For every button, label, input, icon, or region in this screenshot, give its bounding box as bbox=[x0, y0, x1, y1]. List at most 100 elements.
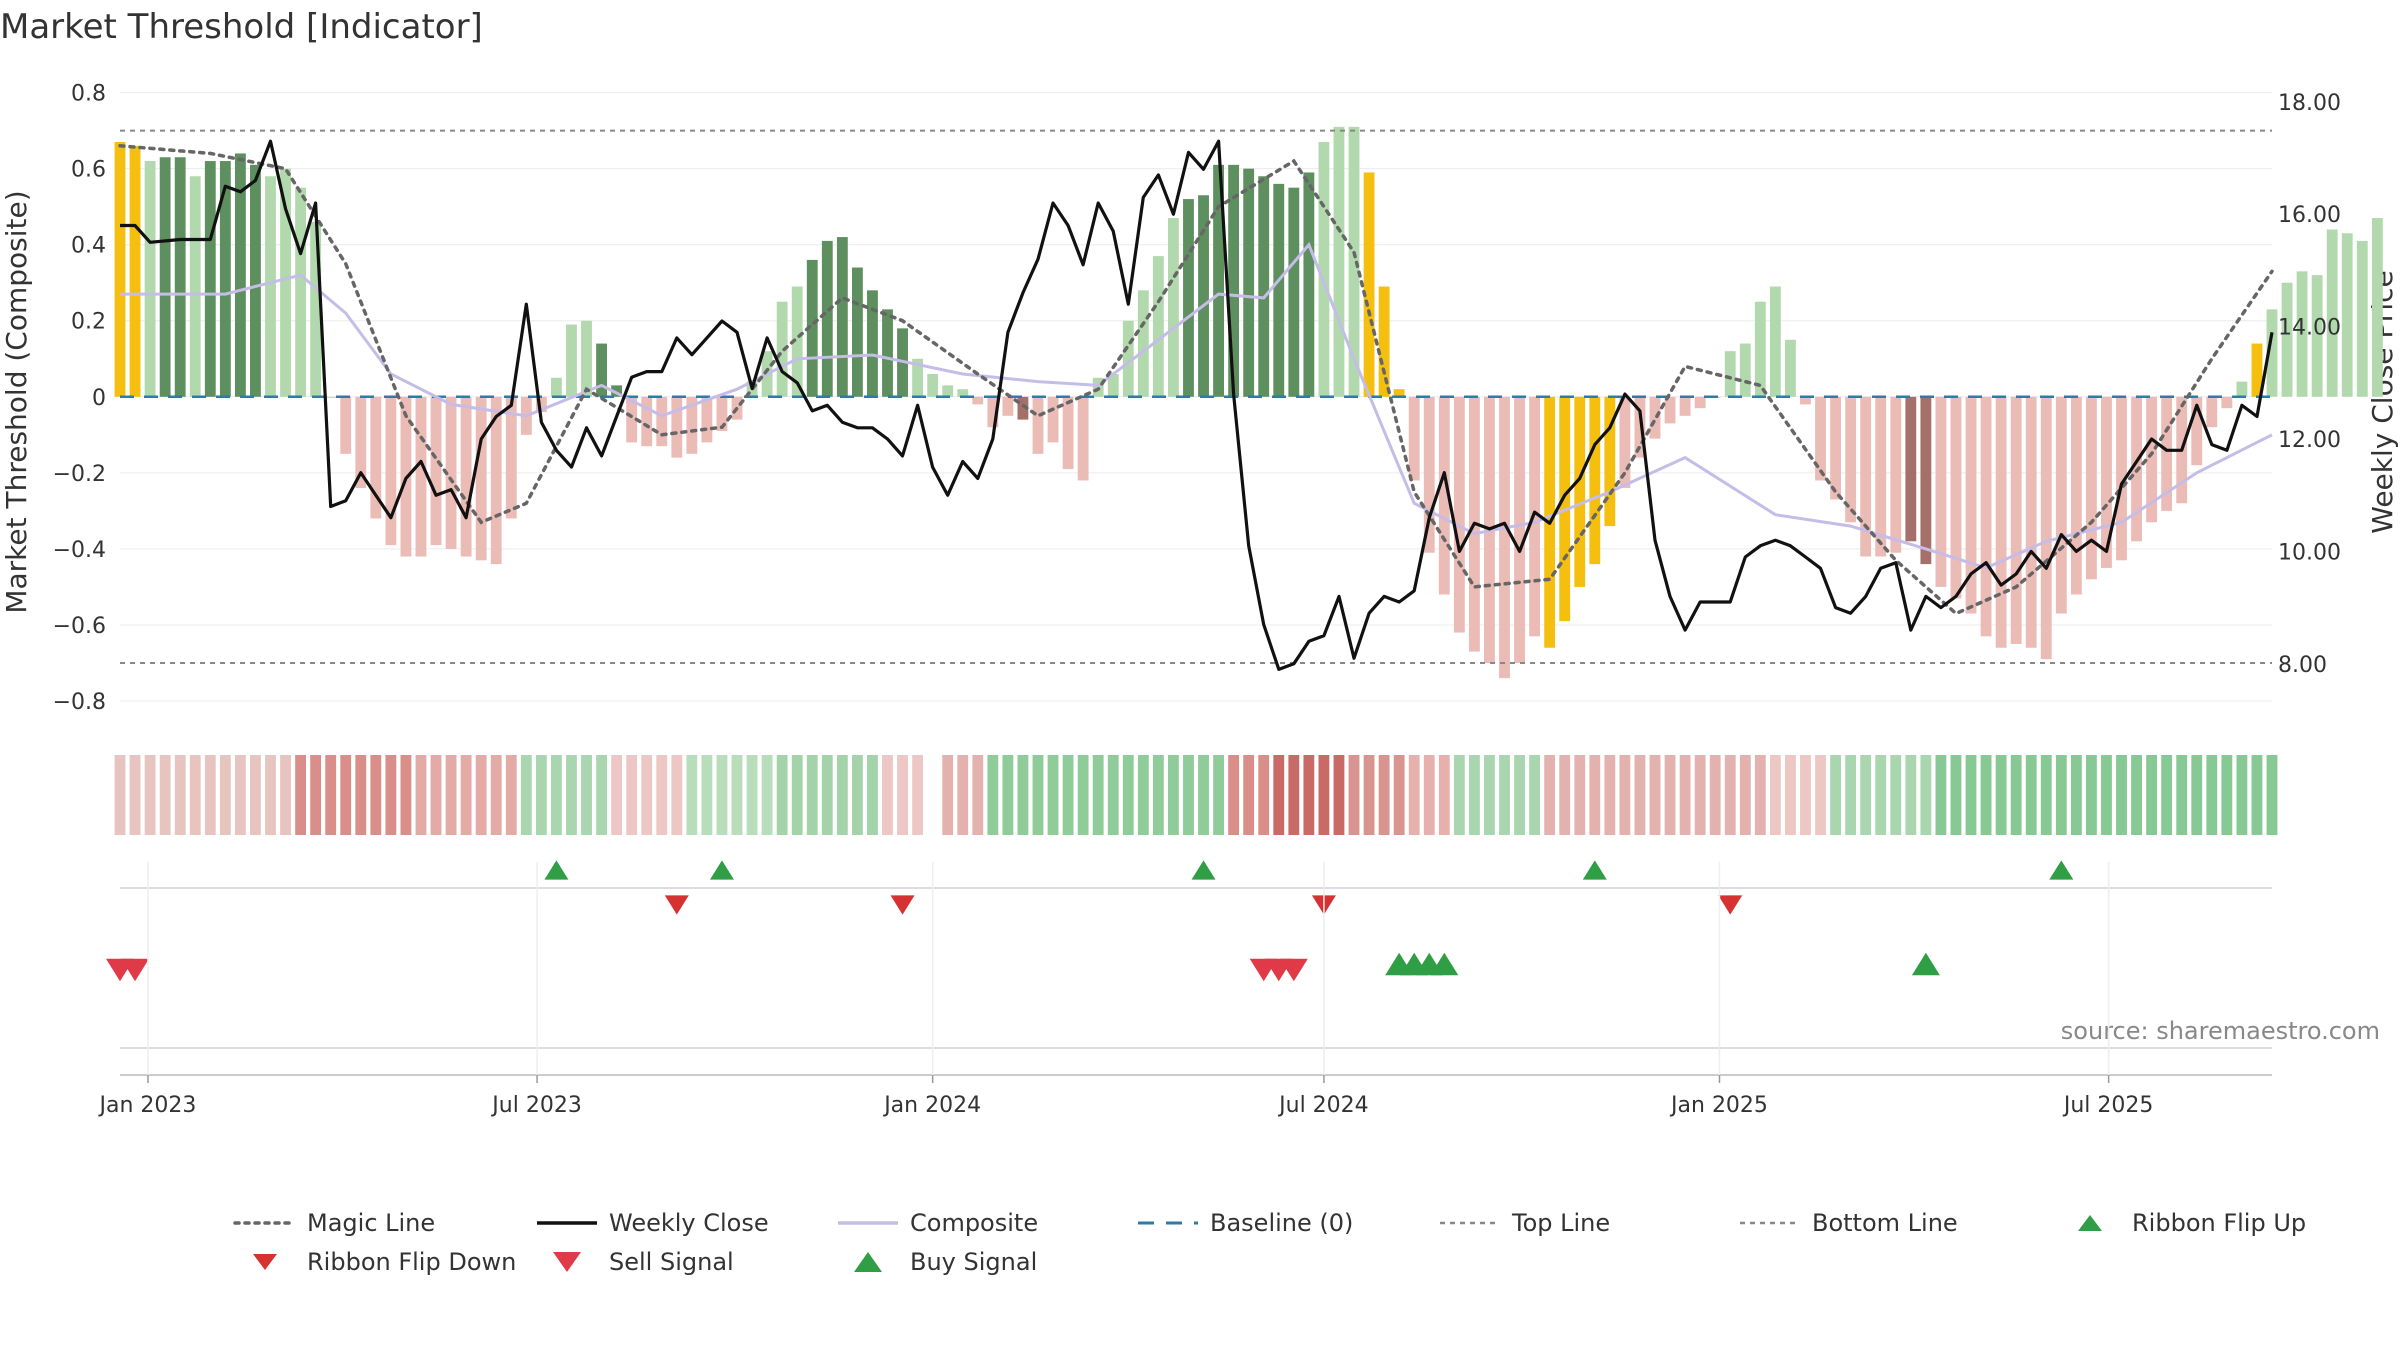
composite-bar bbox=[851, 267, 863, 397]
ribbon-cell bbox=[1769, 755, 1781, 835]
composite-bar bbox=[340, 396, 352, 454]
ribbon-cell bbox=[2085, 755, 2097, 835]
composite-bar bbox=[596, 343, 607, 397]
ribbon-cell bbox=[1438, 755, 1450, 835]
y-left-tick-label: 0 bbox=[92, 386, 106, 411]
ribbon-cell bbox=[1965, 755, 1977, 835]
ribbon-cell bbox=[204, 755, 216, 835]
composite-bar bbox=[1318, 142, 1330, 397]
composite-bar bbox=[1679, 396, 1691, 416]
composite-bar bbox=[2251, 343, 2263, 397]
composite-bar bbox=[1273, 183, 1285, 397]
ribbon-cell bbox=[2025, 755, 2037, 835]
x-axis-ticks: Jan 2023 Jul 2023 Jan 2024 Jul 2024 Jan 2025… bbox=[97, 862, 2153, 1118]
composite-bar bbox=[2025, 396, 2037, 648]
chart-title: Market Threshold [Indicator] bbox=[0, 7, 483, 47]
ribbon-cell bbox=[1393, 755, 1405, 835]
ribbon-flip-down-marker bbox=[1718, 895, 1743, 915]
ribbon-cell bbox=[2266, 755, 2278, 835]
ribbon-cell bbox=[2176, 755, 2188, 835]
sell-signal-marker bbox=[1279, 958, 1308, 982]
composite-bar bbox=[1228, 164, 1240, 397]
ribbon-cell bbox=[2191, 755, 2203, 835]
ribbon-cell bbox=[1228, 755, 1240, 835]
composite-bar bbox=[836, 237, 848, 397]
ribbon-cell bbox=[566, 755, 577, 835]
composite-bar bbox=[656, 396, 668, 447]
ribbon-cell bbox=[1830, 755, 1841, 835]
ribbon-cell bbox=[325, 755, 337, 835]
composite-bar bbox=[280, 168, 291, 397]
composite-bar bbox=[159, 157, 171, 397]
ribbon-cell bbox=[1122, 755, 1134, 835]
composite-bar bbox=[1423, 396, 1435, 553]
ribbon-cell bbox=[1258, 755, 1270, 835]
legend-label: Top Line bbox=[1511, 1209, 1610, 1237]
ribbon-cell bbox=[265, 755, 276, 835]
composite-bar bbox=[189, 176, 201, 397]
ribbon-cell bbox=[1168, 755, 1179, 835]
ribbon-cell bbox=[1107, 755, 1119, 835]
composite-bar bbox=[430, 396, 442, 546]
ribbon-cell bbox=[957, 755, 969, 835]
x-tick-label: Jul 2025 bbox=[2062, 1093, 2154, 1118]
ribbon-cell bbox=[1423, 755, 1435, 835]
composite-bar bbox=[1800, 396, 1811, 405]
x-tick-label: Jan 2024 bbox=[882, 1093, 981, 1118]
ribbon-cell bbox=[189, 755, 201, 835]
composite-bar bbox=[1845, 396, 1857, 523]
ribbon-cell bbox=[1514, 755, 1525, 835]
composite-bar bbox=[370, 396, 382, 519]
x-tick-label: Jul 2023 bbox=[490, 1093, 582, 1118]
ribbon-cell bbox=[1288, 755, 1300, 835]
ribbon-cell bbox=[445, 755, 457, 835]
composite-bar bbox=[1333, 126, 1345, 397]
composite-bar bbox=[2191, 396, 2203, 466]
x-tick-label: Jul 2024 bbox=[1277, 1093, 1369, 1118]
composite-bar bbox=[1724, 351, 1736, 397]
ribbon-flip-down-marker bbox=[890, 895, 915, 915]
composite-bar bbox=[1950, 396, 1962, 599]
y-left-tick-label: −0.2 bbox=[53, 462, 106, 487]
ribbon-cell bbox=[942, 755, 954, 835]
y-right-tick-label: 12.00 bbox=[2278, 428, 2341, 453]
composite-bar bbox=[2371, 218, 2383, 397]
ribbon-cell bbox=[882, 755, 893, 835]
composite-bar bbox=[2055, 396, 2067, 614]
buy-signal-marker bbox=[1430, 952, 1459, 976]
ribbon-cell bbox=[295, 755, 307, 835]
ribbon-cell bbox=[1589, 755, 1601, 835]
ribbon-cell bbox=[415, 755, 427, 835]
ribbon-cell bbox=[656, 755, 668, 835]
series-lines bbox=[118, 129, 2274, 672]
composite-bar bbox=[1875, 396, 1887, 557]
y-right-tick-label: 8.00 bbox=[2278, 653, 2327, 678]
composite-bar bbox=[686, 396, 698, 454]
composite-bar bbox=[1213, 164, 1224, 397]
ribbon-cell bbox=[1032, 755, 1044, 835]
composite-bar bbox=[234, 153, 246, 397]
composite-bar bbox=[1634, 396, 1646, 458]
legend-swatch bbox=[2078, 1215, 2102, 1231]
y-left-tick-label: 0.6 bbox=[71, 158, 106, 183]
ribbon-cell bbox=[897, 755, 908, 835]
legend-label: Sell Signal bbox=[609, 1248, 734, 1276]
composite-bar bbox=[129, 145, 141, 397]
ribbon-cell bbox=[475, 755, 487, 835]
x-tick-label: Jan 2025 bbox=[1669, 1093, 1768, 1118]
ribbon-cell bbox=[972, 755, 984, 835]
ribbon-cell bbox=[836, 755, 848, 835]
ribbon-cell bbox=[114, 755, 126, 835]
ribbon-flip-up-marker bbox=[544, 860, 569, 880]
weekly-close-line bbox=[120, 139, 2274, 672]
composite-bar bbox=[1574, 396, 1586, 587]
ribbon-cell bbox=[2070, 755, 2082, 835]
composite-bar bbox=[1258, 176, 1270, 397]
legend-item-magic: Magic Line bbox=[233, 1209, 435, 1237]
ribbon-cell bbox=[1213, 755, 1224, 835]
composite-bar bbox=[310, 221, 322, 397]
composite-bar bbox=[174, 157, 186, 397]
ribbon-cell bbox=[551, 755, 562, 835]
composite-bar bbox=[1183, 199, 1194, 397]
composite-bar bbox=[2101, 396, 2112, 568]
